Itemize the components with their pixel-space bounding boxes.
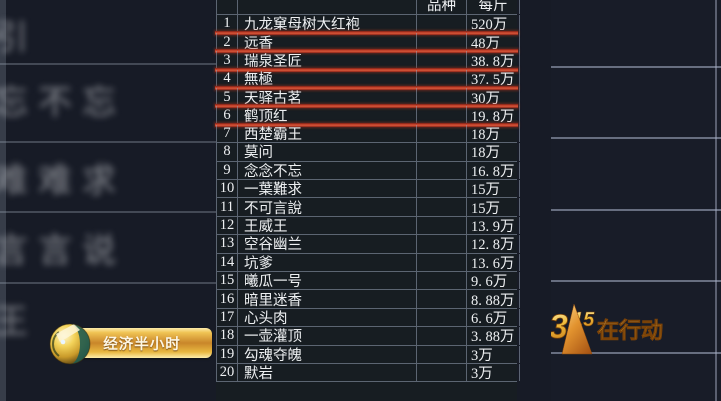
svg-text:在行动: 在行动 — [597, 318, 663, 343]
